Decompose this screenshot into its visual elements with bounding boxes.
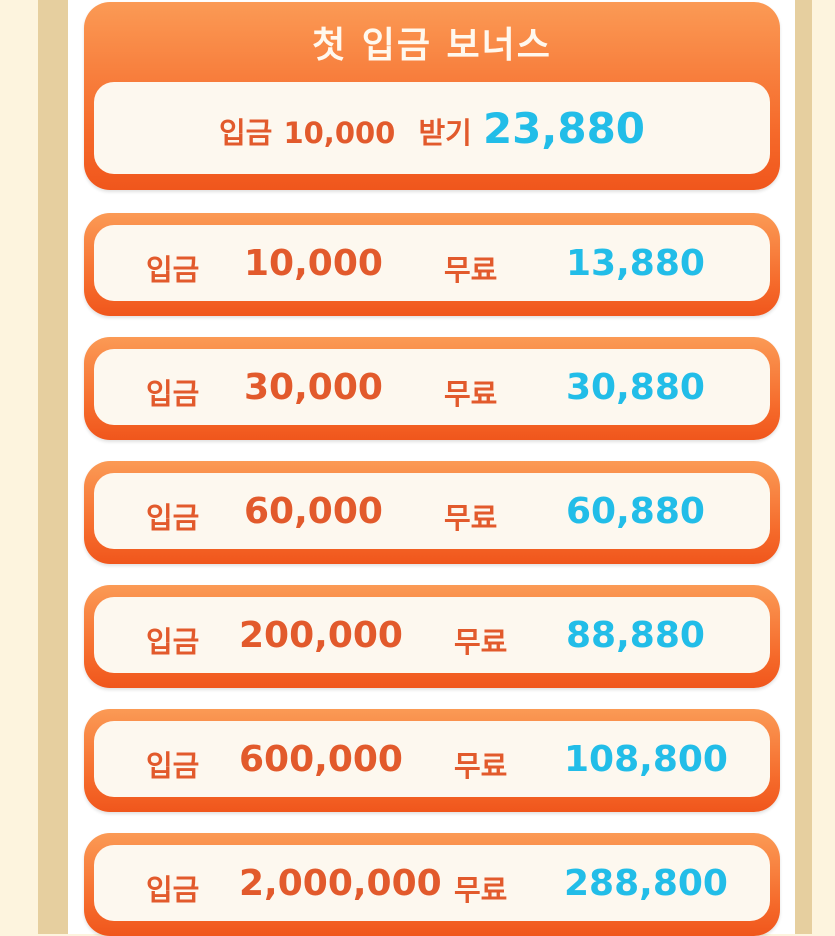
tier-box: 입금 30,000 무료 30,880 [94,349,770,425]
free-label: 무료 [444,253,498,287]
deposit-tier-4[interactable]: 입금 200,000 무료 88,880 [84,585,780,688]
bonus-amount: 13,880 [566,243,705,284]
deposit-amount: 2,000,000 [239,863,442,904]
receive-label: 받기 [418,116,472,150]
deposit-tier-5[interactable]: 입금 600,000 무료 108,800 [84,709,780,812]
bonus-amount: 288,800 [564,863,728,904]
bonus-amount: 108,800 [564,739,728,780]
deposit-tier-3[interactable]: 입금 60,000 무료 60,880 [84,461,780,564]
first-deposit-bonus-card[interactable]: 첫 입금 보너스 입금 10,000 받기 23,880 [84,2,780,190]
deposit-tier-2[interactable]: 입금 30,000 무료 30,880 [84,337,780,440]
bonus-amount: 30,880 [566,367,705,408]
deposit-amount: 60,000 [244,491,383,532]
free-label: 무료 [444,501,498,535]
free-label: 무료 [454,749,508,783]
deposit-tier-1[interactable]: 입금 10,000 무료 13,880 [84,213,780,316]
free-label: 무료 [444,377,498,411]
deposit-label: 입금 [146,253,200,287]
deposit-label: 입금 [146,377,200,411]
tier-box: 입금 10,000 무료 13,880 [94,225,770,301]
card-title: 첫 입금 보너스 [312,25,552,66]
deposit-amount: 10,000 [244,243,383,284]
tier-box: 입금 60,000 무료 60,880 [94,473,770,549]
deposit-label: 입금 [146,501,200,535]
deposit-tier-6[interactable]: 입금 2,000,000 무료 288,800 [84,833,780,936]
deposit-label: 입금 [218,116,273,150]
deposit-amount: 30,000 [244,367,383,408]
deposit-amount: 200,000 [239,615,403,656]
tier-box: 입금 200,000 무료 88,880 [94,597,770,673]
deposit-amount: 10,000 [283,116,396,150]
deposit-label: 입금 [146,873,200,907]
deposit-label: 입금 [146,625,200,659]
deposit-label: 입금 [146,749,200,783]
free-label: 무료 [454,625,508,659]
deposit-amount: 600,000 [239,739,403,780]
first-bonus-box: 입금 10,000 받기 23,880 [94,82,770,174]
tier-box: 입금 600,000 무료 108,800 [94,721,770,797]
free-label: 무료 [454,873,508,907]
tier-box: 입금 2,000,000 무료 288,800 [94,845,770,921]
bonus-amount: 88,880 [566,615,705,656]
bonus-amount: 60,880 [566,491,705,532]
receive-amount: 23,880 [482,104,646,153]
